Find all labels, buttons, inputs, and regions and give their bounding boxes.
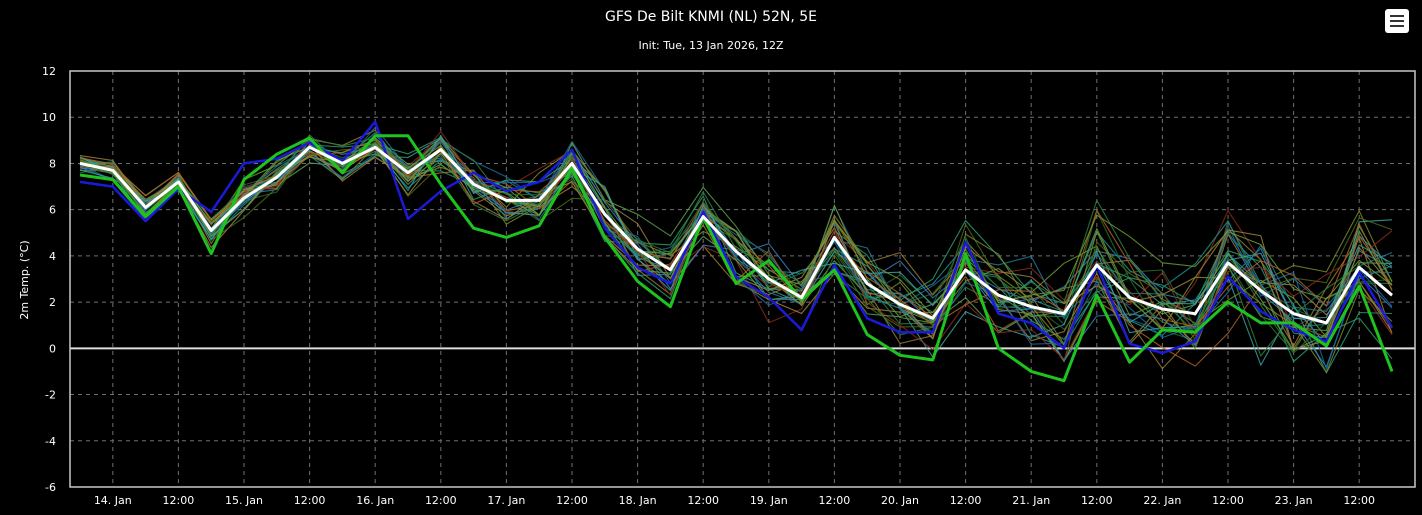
- ensemble-member-line: [79, 139, 1393, 328]
- y-tick-label: 10: [42, 111, 56, 124]
- chart-subtitle: Init: Tue, 13 Jan 2026, 12Z: [638, 39, 784, 52]
- menu-icon-bar: [1390, 20, 1404, 22]
- ensemble-member-line: [79, 137, 1393, 336]
- series: [79, 120, 1394, 383]
- x-tick-label: 12:00: [1081, 494, 1113, 507]
- plot-border: [69, 70, 1416, 488]
- x-tick-label: 16. Jan: [356, 494, 394, 507]
- x-tick-label: 18. Jan: [619, 494, 657, 507]
- x-tick-label: 20. Jan: [881, 494, 919, 507]
- x-tick-label: 19. Jan: [750, 494, 788, 507]
- x-tick-label: 12:00: [425, 494, 457, 507]
- x-tick-label: 12:00: [294, 494, 326, 507]
- y-tick-label: -2: [45, 389, 56, 402]
- y-tick-label: 4: [49, 250, 56, 263]
- ensemble-member-line: [79, 134, 1393, 358]
- chart-title: GFS De Bilt KNMI (NL) 52N, 5E: [604, 9, 818, 25]
- menu-icon[interactable]: [1385, 9, 1409, 33]
- y-tick-label: -4: [45, 435, 56, 448]
- y-tick-label: 12: [42, 65, 56, 78]
- member-series-line: [79, 120, 1394, 355]
- x-tick-label: 12:00: [687, 494, 719, 507]
- x-tick-label: 12:00: [950, 494, 982, 507]
- menu-icon-bar: [1390, 25, 1404, 27]
- mean-series-line: [79, 145, 1393, 325]
- y-tick-label: 8: [49, 157, 56, 170]
- x-tick-label: 23. Jan: [1275, 494, 1313, 507]
- y-tick-label: 2: [49, 296, 56, 309]
- x-tick-label: 15. Jan: [225, 494, 263, 507]
- y-tick-label: -6: [45, 481, 56, 494]
- x-tick-label: 12:00: [163, 494, 195, 507]
- y-axis-title: 2m Temp. (°C): [18, 240, 31, 319]
- x-tick-label: 12:00: [1343, 494, 1375, 507]
- control-series-line: [79, 134, 1394, 383]
- menu-icon-bar: [1390, 15, 1404, 17]
- axes: -6 -4 -2 0 2 4 6 8 10 12 14. Jan 12:00 15. Jan 12:00 1…: [42, 65, 1416, 507]
- x-tick-label: 12:00: [1212, 494, 1244, 507]
- x-tick-label: 12:00: [819, 494, 851, 507]
- x-tick-label: 14. Jan: [94, 494, 132, 507]
- y-tick-label: 6: [49, 204, 56, 217]
- x-tick-label: 12:00: [556, 494, 588, 507]
- x-tick-label: 17. Jan: [487, 494, 525, 507]
- y-tick-label: 0: [49, 342, 56, 355]
- x-tick-label: 22. Jan: [1143, 494, 1181, 507]
- x-tick-label: 21. Jan: [1012, 494, 1050, 507]
